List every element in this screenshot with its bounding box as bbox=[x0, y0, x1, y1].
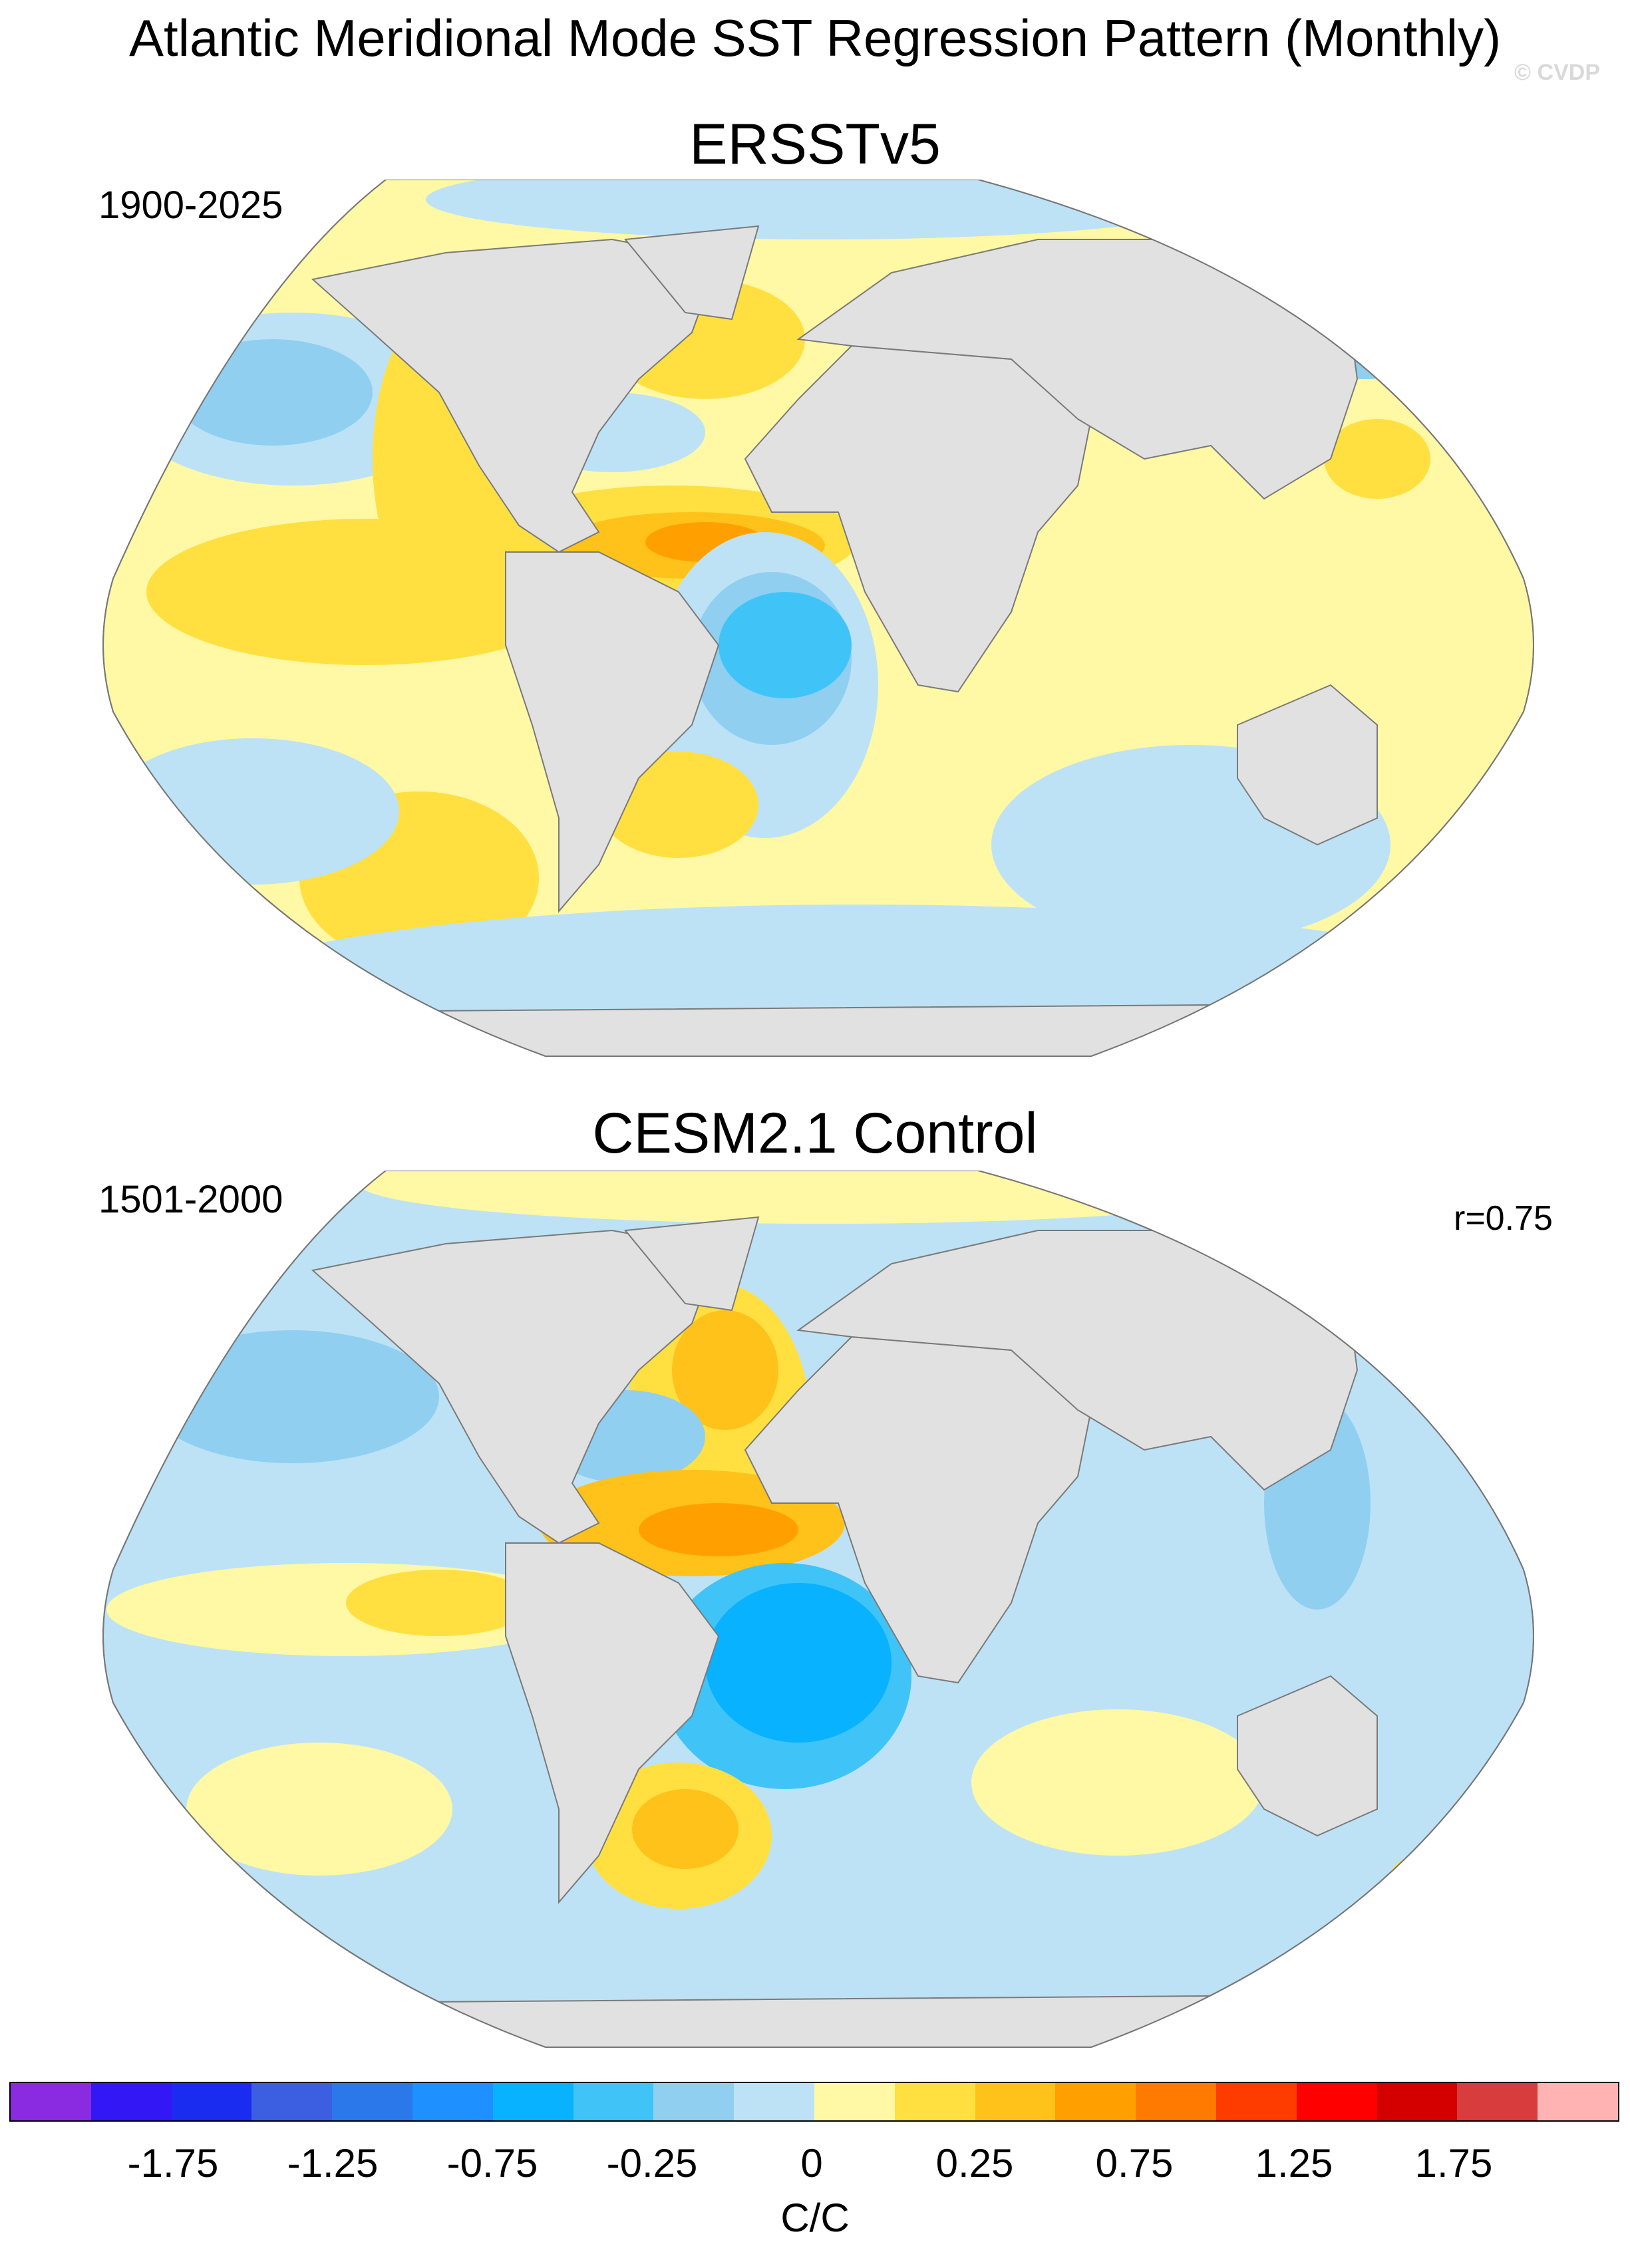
land bbox=[311, 225, 1378, 1056]
colorbar-swatch-18 bbox=[1457, 2083, 1538, 2120]
colorbar-swatch-6 bbox=[492, 2083, 573, 2120]
colorbar-tick: -0.25 bbox=[606, 2141, 698, 2186]
w-pacific-warm bbox=[1324, 419, 1430, 499]
indian-warm bbox=[971, 1709, 1264, 1856]
colorbar-swatch-2 bbox=[171, 2083, 252, 2120]
s-atl-warm-core bbox=[632, 1789, 738, 1869]
panel-1-title: ERSSTv5 bbox=[689, 112, 941, 176]
colorbar-swatch-10 bbox=[814, 2083, 895, 2120]
colorbar-swatch-15 bbox=[1216, 2083, 1297, 2120]
e-pacific-warm bbox=[346, 1570, 532, 1636]
colorbar-swatch-14 bbox=[1136, 2083, 1216, 2120]
s-atl-cool-core bbox=[719, 592, 852, 698]
colorbar-swatch-12 bbox=[975, 2083, 1056, 2120]
colorbar-units: C/C bbox=[780, 2196, 850, 2240]
arctic-cool bbox=[426, 180, 1224, 239]
s-pacific-cool bbox=[106, 738, 399, 885]
colorbar-swatch-8 bbox=[653, 2083, 734, 2120]
colorbar-tick: -1.75 bbox=[127, 2141, 219, 2186]
colorbar-swatch-9 bbox=[734, 2083, 814, 2120]
e-pacific-warm bbox=[146, 519, 585, 665]
colorbar-swatch-7 bbox=[573, 2083, 654, 2120]
trop-atl-core bbox=[639, 1503, 798, 1556]
colorbar bbox=[9, 2082, 1619, 2122]
panel-1-period: 1900-2025 bbox=[98, 184, 283, 227]
cesm-map bbox=[102, 1171, 1534, 2048]
ersst-map bbox=[102, 180, 1534, 1057]
n-atl-warm-core bbox=[672, 1310, 778, 1430]
colorbar-tick: 1.25 bbox=[1255, 2141, 1333, 2186]
colorbar-swatch-19 bbox=[1538, 2083, 1618, 2120]
s-pacific-red bbox=[1390, 1849, 1510, 1902]
colorbar-tick: 0.75 bbox=[1095, 2141, 1174, 2186]
colorbar-swatch-16 bbox=[1296, 2083, 1377, 2120]
n-pacific-cool bbox=[146, 1330, 439, 1463]
colorbar-swatch-11 bbox=[894, 2083, 975, 2120]
colorbar-swatch-1 bbox=[90, 2083, 172, 2120]
cvdp-watermark: © CVDP bbox=[1514, 60, 1600, 85]
colorbar-swatch-17 bbox=[1377, 2083, 1458, 2120]
arctic-warm bbox=[359, 1171, 1291, 1224]
colorbar-swatch-4 bbox=[332, 2083, 412, 2120]
s-pacific-warm bbox=[186, 1743, 452, 1876]
colorbar-swatch-5 bbox=[412, 2083, 493, 2120]
colorbar-tick: 1.75 bbox=[1414, 2141, 1493, 2186]
panel-2-title: CESM2.1 Control bbox=[592, 1101, 1038, 1165]
colorbar-tick: -0.75 bbox=[446, 2141, 538, 2186]
panel-2-period: 1501-2000 bbox=[98, 1178, 283, 1221]
s-atl-cool-core bbox=[705, 1583, 892, 1743]
pattern-correlation: r=0.75 bbox=[1454, 1199, 1553, 1238]
n-pacific-cool-core bbox=[173, 339, 373, 446]
colorbar-tick: 0.25 bbox=[935, 2141, 1014, 2186]
figure-title: Atlantic Meridional Mode SST Regression … bbox=[128, 9, 1502, 67]
colorbar-tick: -1.25 bbox=[287, 2141, 379, 2186]
colorbar-swatch-0 bbox=[11, 2083, 91, 2120]
colorbar-swatch-3 bbox=[251, 2083, 333, 2120]
land bbox=[311, 1216, 1378, 2047]
colorbar-swatch-13 bbox=[1055, 2083, 1136, 2120]
colorbar-tick: 0 bbox=[800, 2141, 823, 2186]
